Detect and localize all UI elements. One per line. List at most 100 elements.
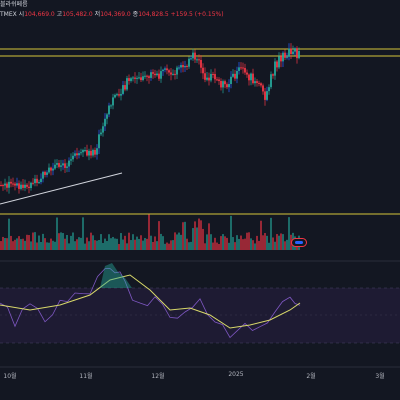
candle-body [144, 75, 146, 77]
candle-body [46, 172, 48, 175]
volume-bar [28, 235, 30, 250]
candle-body [98, 134, 100, 149]
volume-bar [266, 235, 268, 250]
volume-bar [164, 243, 166, 250]
exchange-label: TMEX [0, 11, 17, 18]
volume-bar [120, 233, 122, 250]
volume-bar [6, 238, 8, 250]
candle-body [12, 183, 14, 185]
volume-bar [80, 237, 82, 250]
candle-body [298, 51, 300, 59]
volume-bar [258, 240, 260, 250]
volume-bar [148, 214, 150, 250]
volume-bar [162, 236, 164, 250]
volume-bar [90, 232, 92, 250]
volume-legend-badge[interactable] [291, 238, 307, 247]
volume-bar [150, 235, 152, 250]
candle-body [154, 73, 156, 76]
candle-body [186, 66, 188, 68]
volume-bar [256, 235, 258, 250]
candle-body [180, 65, 182, 68]
candle-body [38, 182, 40, 184]
volume-bar [282, 234, 284, 250]
candle-body [4, 183, 6, 186]
candle-body [86, 150, 88, 156]
volume-bar [238, 238, 240, 250]
volume-bar [170, 240, 172, 250]
open-label: 시 [18, 11, 25, 18]
candle-body [136, 77, 138, 79]
volume-bar [36, 242, 38, 250]
volume-bar [178, 232, 180, 250]
candle-body [274, 61, 276, 76]
volume-bar [274, 241, 276, 250]
volume-bar [236, 235, 238, 250]
volume-bar [204, 243, 206, 250]
volume-bar [104, 238, 106, 250]
rsi-pane[interactable] [0, 263, 400, 344]
volume-bar [114, 238, 116, 250]
candle-body [78, 153, 80, 156]
candle-body [294, 48, 296, 52]
volume-pane[interactable] [0, 214, 300, 250]
volume-bar [196, 227, 198, 250]
candle-body [242, 67, 244, 69]
candle-body [90, 150, 92, 156]
volume-bar [20, 239, 22, 250]
candle-body [36, 178, 38, 183]
candle-body [10, 181, 12, 184]
volume-bar [32, 232, 34, 250]
time-axis-label-feb: 2월 [306, 373, 316, 380]
volume-bar [186, 238, 188, 250]
candle-body [268, 87, 270, 92]
volume-bar [248, 232, 250, 250]
candle-body [140, 77, 142, 81]
volume-bar [116, 238, 118, 250]
price-pane[interactable] [0, 43, 400, 215]
candle-body [258, 82, 260, 84]
volume-bar [142, 240, 144, 250]
volume-bar [78, 237, 80, 250]
candle-body [246, 72, 248, 75]
volume-bar [286, 239, 288, 250]
volume-bar [218, 243, 220, 250]
candle-body [232, 73, 234, 77]
volume-bar [172, 240, 174, 250]
time-axis-label-mar: 3월 [375, 373, 385, 380]
candle-body [172, 73, 174, 75]
volume-bar [146, 238, 148, 250]
candle-body [250, 73, 252, 81]
candle-body [2, 185, 4, 187]
chart-header: 블라쉬페름 TMEX 시104,669.0 고105,482.0 저104,36… [0, 0, 400, 32]
candle-body [220, 80, 222, 88]
candle-body [76, 153, 78, 156]
candle-body [164, 68, 166, 70]
candle-body [214, 74, 216, 80]
volume-bar [264, 233, 266, 250]
volume-bar [260, 220, 262, 250]
candle-body [256, 81, 258, 83]
candle-body [252, 73, 254, 84]
candle-body [284, 52, 286, 58]
volume-bar [0, 241, 2, 250]
volume-bar [26, 234, 28, 250]
candle-body [202, 67, 204, 74]
candle-body [150, 72, 152, 78]
volume-bar [46, 242, 48, 250]
candle-body [146, 75, 148, 77]
volume-bar [174, 232, 176, 250]
candle-body [56, 163, 58, 165]
candle-body [198, 59, 200, 61]
rsi-overbought-fill [100, 263, 132, 288]
volume-bar [144, 238, 146, 250]
volume-bar [184, 221, 186, 250]
candle-body [266, 91, 268, 100]
volume-bar [176, 234, 178, 250]
volume-bar [234, 242, 236, 250]
candle-body [234, 73, 236, 79]
volume-bar [198, 218, 200, 250]
open-value: 104,669.0 [24, 11, 55, 18]
symbol-title[interactable]: 블라쉬페름 [0, 0, 28, 9]
